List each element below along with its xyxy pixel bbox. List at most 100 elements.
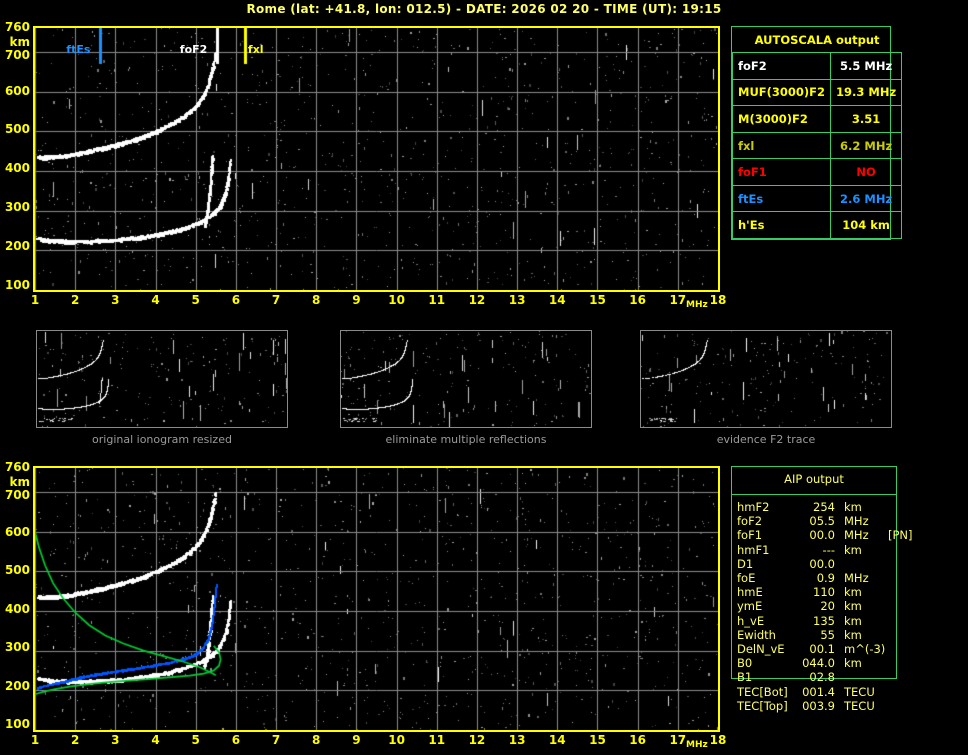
aip-unit-foe: MHz — [844, 571, 869, 585]
aip-unit-yme: km — [844, 599, 862, 614]
aip-key-tec-top-: TEC[Top] — [737, 698, 788, 713]
aip-key-tec-bot-: TEC[Bot] — [737, 684, 788, 699]
y2-tick-200: 200 — [4, 679, 30, 693]
aip-value-yme: 20 — [820, 599, 835, 614]
aip-value-hme: 110 — [813, 585, 835, 600]
thumbnail-caption-1: eliminate multiple reflections — [385, 433, 547, 446]
aip-unit-fof1: MHz — [844, 528, 869, 543]
x-tick-15: 15 — [589, 733, 606, 747]
y-tick-600: 600 — [4, 84, 30, 98]
x-tick-18: 18 — [709, 293, 727, 307]
x-tick-3: 3 — [111, 733, 120, 747]
autoscala-value-ftes: 2.6 MHz — [830, 184, 903, 213]
y-tick-760: 760 — [4, 20, 30, 34]
aip-value-d1: 00.0 — [809, 556, 835, 571]
y-tick-100: 100 — [4, 278, 30, 292]
x-tick-2: 2 — [70, 733, 80, 747]
y2-tick-300: 300 — [4, 640, 30, 654]
autoscala-row: MUF(3000)F2 19.3 MHz — [731, 78, 903, 107]
marker-label-ftes: ftEs — [66, 43, 91, 56]
thumbnail-canvas-1 — [341, 331, 591, 427]
x-tick-17: 17 — [669, 293, 687, 307]
thumbnail-caption-0: original ionogram resized — [92, 433, 232, 446]
x-tick-4: 4 — [151, 293, 160, 307]
thumbnail-canvas-2 — [641, 331, 891, 427]
aip-key-fof2: foF2 — [737, 514, 763, 529]
x-tick-7: 7 — [271, 293, 281, 307]
aip-unit-hmf1: km — [844, 542, 862, 557]
aip-extra-fof1: [PN] — [888, 528, 913, 543]
thumbnail-original-ionogram-resized[interactable] — [36, 330, 288, 428]
aip-unit-b0: km — [844, 656, 862, 671]
y2-tick-700: 700 — [4, 488, 30, 502]
autoscala-value-fof2: 5.5 MHz — [830, 52, 903, 80]
x-tick-8: 8 — [312, 293, 321, 307]
y-tick-500: 500 — [4, 122, 30, 136]
aip-key-b1: B1 — [737, 670, 753, 685]
autoscala-key-fof2: foF2 — [731, 52, 832, 80]
x-tick-10: 10 — [388, 733, 405, 747]
aip-output-header: AIP output — [784, 472, 844, 486]
aip-unit-tec-bot-: TECU — [844, 684, 875, 699]
aip-key-h-ve: h_vE — [737, 613, 765, 628]
main-ionogram-canvas[interactable] — [35, 28, 718, 290]
bottom-x-axis-unit: MHz — [686, 740, 708, 750]
aip-key-hmf2: hmF2 — [737, 500, 770, 514]
autoscala-key-muf-3000-f2: MUF(3000)F2 — [731, 78, 832, 107]
x-tick-16: 16 — [629, 733, 646, 747]
autoscala-row: fxl 6.2 MHz — [731, 131, 903, 160]
aip-key-fof1: foF1 — [737, 528, 763, 543]
x-tick-1: 1 — [30, 293, 40, 307]
bottom-plot-x-axis: 1 2 3 4 5 6 7 8 9 10 11 12 13 14 15 16 17 18 — [0, 733, 968, 749]
thumbnail-canvas-0 — [37, 331, 287, 427]
bottom-ionogram-plot[interactable] — [33, 466, 720, 732]
autoscala-row: ftEs 2.6 MHz — [731, 184, 903, 213]
aip-value-ewidth: 55 — [820, 627, 835, 642]
aip-key-deln-ve: DelN_vE — [737, 642, 785, 656]
y2-tick-400: 400 — [4, 602, 30, 616]
autoscala-value-h-es: 104 km — [830, 211, 903, 239]
x-tick-11: 11 — [428, 293, 446, 307]
aip-value-tec-top-: 003.9 — [802, 698, 835, 713]
aip-key-yme: ymE — [737, 599, 763, 614]
autoscala-row: foF1 NO — [731, 158, 903, 186]
autoscala-key-ftes: ftEs — [731, 184, 832, 213]
aip-value-h-ve: 135 — [813, 613, 835, 628]
autoscala-key-h-es: h'Es — [731, 211, 832, 239]
marker-label-fof2: foF2 — [179, 43, 208, 56]
aip-output-panel: AIP output — [731, 466, 897, 679]
aip-key-hme: hmE — [737, 585, 763, 600]
aip-unit-h-ve: km — [844, 613, 862, 628]
x-tick-12: 12 — [468, 293, 486, 307]
thumbnail-eliminate-multiple-reflections[interactable] — [340, 330, 592, 428]
y-axis-unit: km — [9, 35, 30, 49]
x-tick-15: 15 — [589, 293, 606, 307]
bottom-ionogram-canvas[interactable] — [35, 468, 718, 730]
y-tick-400: 400 — [4, 161, 30, 175]
thumbnail-evidence-f2-trace[interactable] — [640, 330, 892, 428]
aip-key-ewidth: Ewidth — [737, 627, 776, 642]
aip-value-deln-ve: 00.1 — [809, 642, 835, 656]
x-tick-14: 14 — [548, 733, 566, 747]
aip-key-foe: foE — [737, 571, 756, 585]
aip-unit-tec-top-: TECU — [844, 698, 875, 713]
aip-key-hmf1: hmF1 — [737, 542, 770, 557]
autoscala-key-m-3000-f2: M(3000)F2 — [731, 105, 832, 133]
x-tick-11: 11 — [428, 733, 446, 747]
x-tick-3: 3 — [111, 293, 120, 307]
autoscala-key-fof1: foF1 — [731, 158, 832, 186]
x-tick-6: 6 — [231, 293, 241, 307]
aip-unit-hmf2: km — [844, 500, 862, 514]
x-tick-18: 18 — [709, 733, 727, 747]
autoscala-value-fxl: 6.2 MHz — [830, 131, 903, 160]
aip-value-b0: 044.0 — [802, 656, 835, 671]
aip-rows-container: hmF2 254 km foF2 05.5 MHz foF1 00.0 MHz [PN] hmF1 -… — [731, 466, 961, 713]
x-tick-13: 13 — [508, 293, 526, 307]
autoscala-row: M(3000)F2 3.51 — [731, 105, 903, 133]
aip-unit-fof2: MHz — [844, 514, 869, 529]
aip-value-fof1: 00.0 — [809, 528, 835, 543]
y2-axis-unit: km — [9, 475, 30, 489]
main-plot-x-axis: 1 2 3 4 5 6 7 8 9 10 11 12 13 14 15 16 17 18 — [0, 293, 968, 309]
aip-unit-hme: km — [844, 585, 862, 600]
main-ionogram-plot[interactable] — [33, 26, 720, 292]
